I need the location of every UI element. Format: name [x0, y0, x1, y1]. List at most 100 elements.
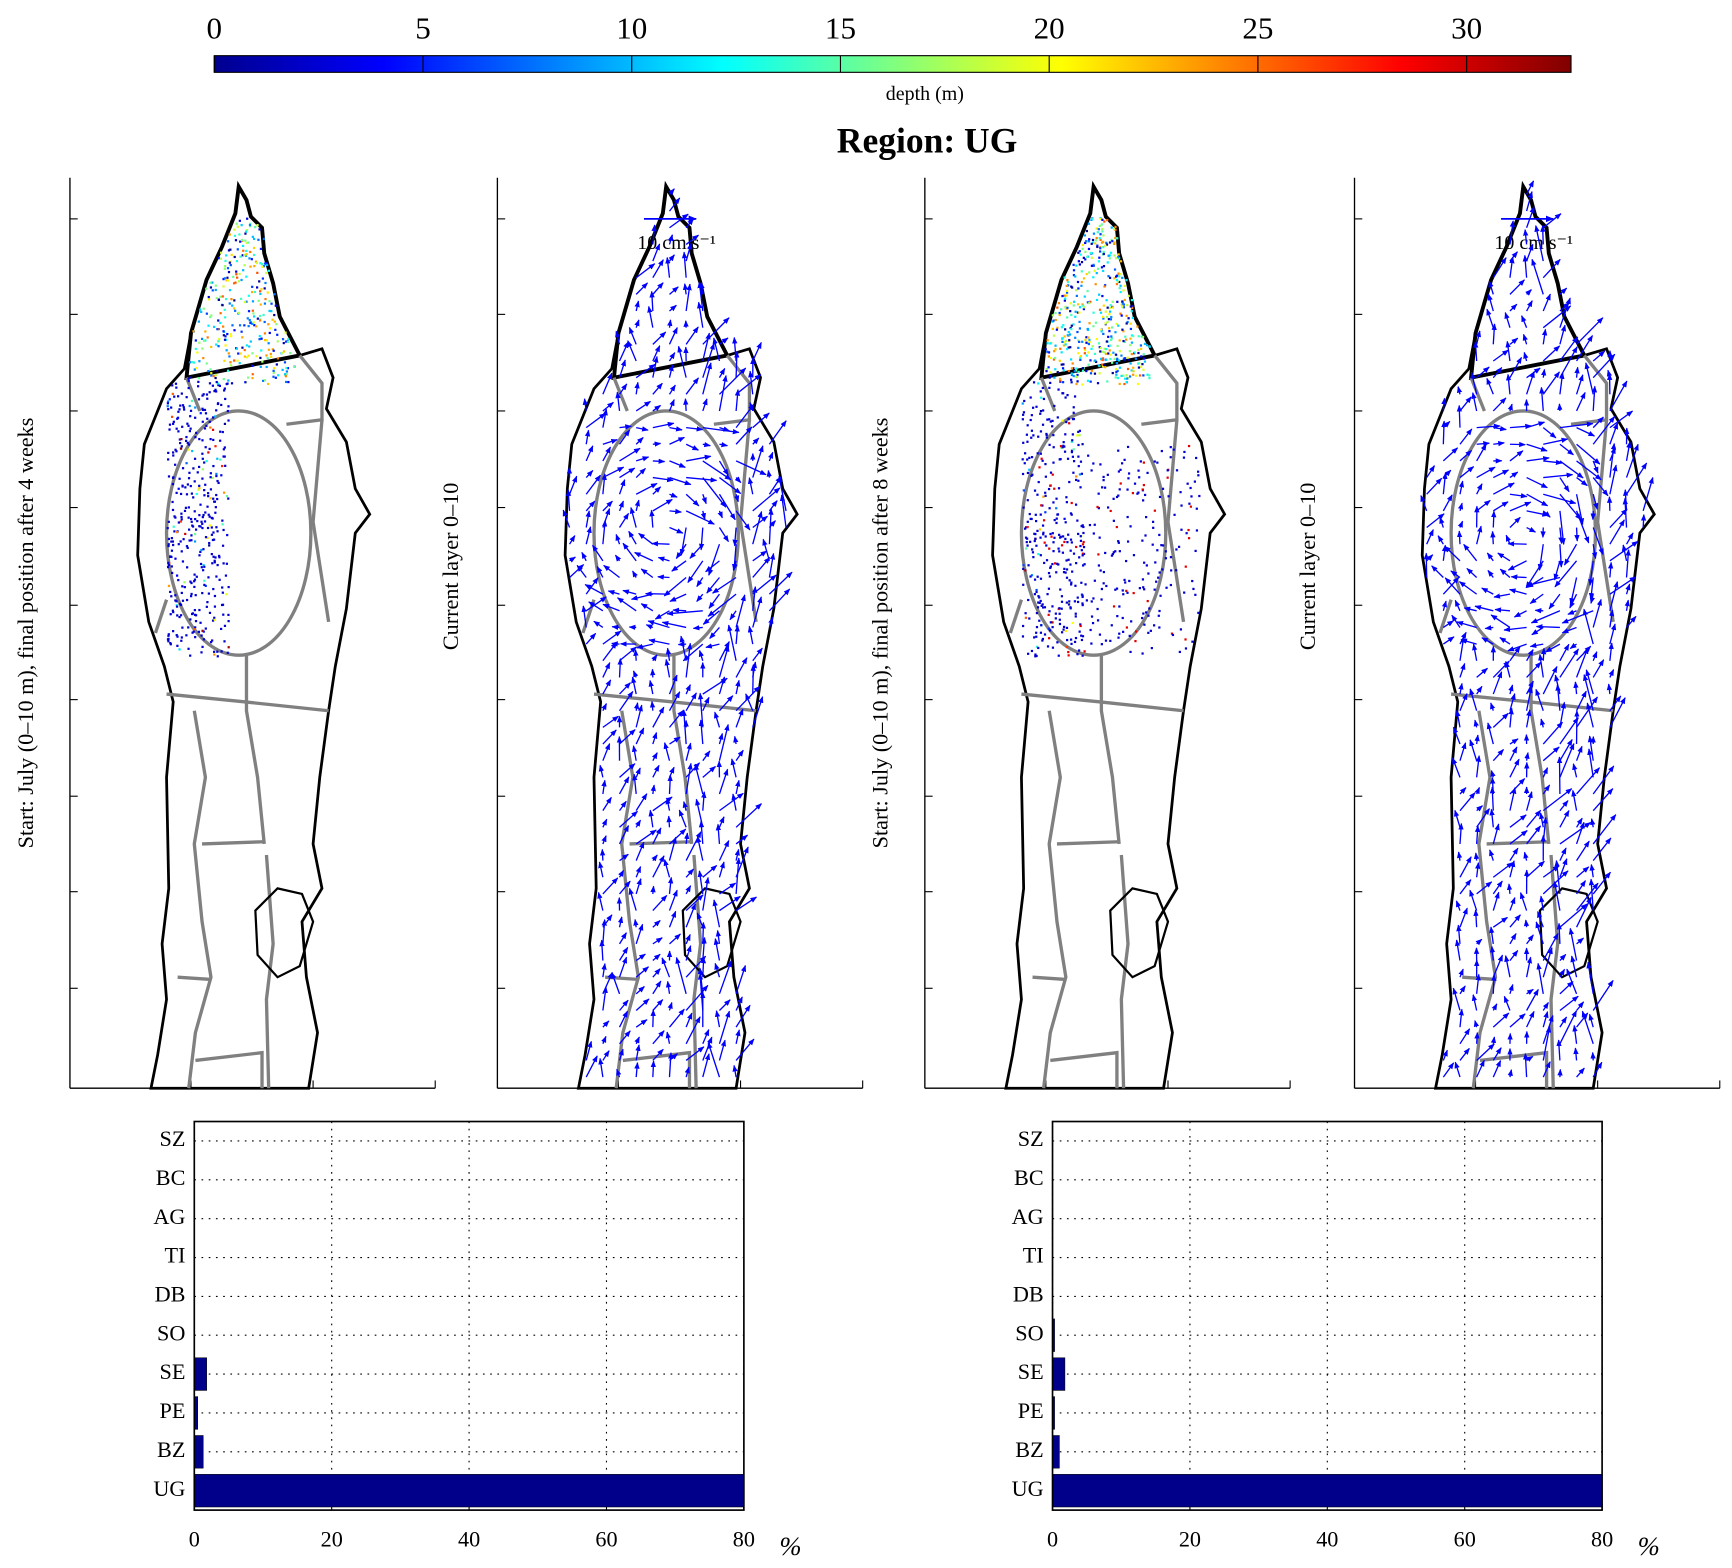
particle: [1121, 616, 1124, 620]
particle: [1064, 629, 1067, 633]
particle: [213, 605, 217, 608]
current-arrow: [619, 447, 641, 462]
particle: [241, 244, 245, 248]
particle: [267, 269, 270, 272]
current-arrow: [1491, 510, 1497, 528]
particle: [1142, 499, 1145, 502]
particle: [201, 477, 204, 480]
particle: [1047, 487, 1051, 491]
particle: [225, 495, 229, 498]
current-arrow: [686, 476, 718, 483]
current-arrow: [735, 857, 742, 894]
particle: [1060, 544, 1064, 547]
particle: [222, 325, 225, 328]
current-arrow: [581, 605, 587, 628]
particle: [1110, 226, 1113, 229]
particle: [1056, 562, 1059, 565]
particle: [245, 344, 248, 347]
particle: [194, 528, 198, 531]
particle: [1063, 445, 1066, 448]
current-arrow: [631, 676, 637, 695]
current-arrow: [1510, 574, 1527, 580]
particle: [175, 574, 179, 577]
particle: [1074, 310, 1077, 313]
particle: [206, 492, 210, 495]
particle: [255, 325, 258, 328]
particle: [1094, 283, 1097, 286]
current-arrow: [708, 543, 721, 576]
particle: [203, 408, 207, 412]
current-arrow: [1466, 567, 1478, 578]
current-arrow: [1575, 821, 1585, 845]
current-arrow: [732, 336, 738, 362]
particle: [171, 500, 174, 504]
particle: [1106, 473, 1109, 476]
current-arrow: [1540, 368, 1547, 378]
particle: [1051, 626, 1054, 629]
particle: [227, 497, 230, 500]
current-arrow: [1473, 719, 1479, 728]
particle: [218, 578, 221, 581]
particle: [1146, 373, 1149, 376]
current-arrow: [1509, 471, 1519, 479]
particle: [1107, 254, 1110, 257]
particle: [217, 298, 221, 301]
particle: [252, 312, 255, 315]
current-arrow: [1542, 746, 1560, 762]
particle: [265, 354, 268, 357]
particle: [204, 627, 207, 630]
current-arrow: [601, 473, 607, 495]
particle: [1087, 363, 1090, 366]
particle: [1098, 293, 1101, 296]
particle: [1108, 306, 1112, 310]
current-arrow: [652, 282, 664, 295]
particle: [1065, 559, 1068, 562]
current-arrow: [1526, 421, 1546, 429]
particle: [1072, 552, 1076, 555]
current-arrow: [702, 362, 712, 395]
particle: [1090, 347, 1093, 351]
current-arrow: [1559, 981, 1574, 995]
current-arrow: [1542, 1010, 1549, 1028]
particle: [248, 318, 251, 322]
particle: [1081, 552, 1084, 555]
particle: [194, 436, 197, 439]
particle: [1045, 370, 1048, 373]
particle: [178, 615, 181, 619]
current-arrow: [1542, 258, 1561, 279]
particle: [181, 626, 184, 629]
particle: [1126, 320, 1129, 324]
particle: [235, 273, 238, 276]
current-arrow: [652, 421, 675, 429]
current-arrow: [1459, 636, 1466, 661]
colorbar-tick-label: 5: [415, 10, 431, 45]
particle: [1187, 528, 1190, 532]
particle: [1130, 620, 1133, 623]
current-arrow: [685, 493, 700, 507]
current-arrow: [1492, 501, 1509, 512]
particle: [213, 618, 217, 622]
particle: [1030, 517, 1033, 521]
particle: [1119, 272, 1122, 276]
current-arrow: [1474, 1031, 1480, 1044]
particle: [1068, 339, 1071, 342]
current-arrow: [602, 500, 613, 512]
current-arrow: [1426, 554, 1434, 562]
current-arrow: [630, 593, 653, 601]
particle: [1127, 472, 1131, 475]
current-arrow: [1589, 863, 1595, 878]
current-arrow: [719, 426, 730, 432]
particle: [1049, 621, 1052, 624]
particle: [208, 524, 212, 527]
particle: [227, 352, 230, 355]
current-arrow: [651, 224, 657, 245]
current-arrow: [750, 664, 756, 695]
current-arrow: [1492, 397, 1507, 412]
current-arrow: [648, 809, 654, 828]
particle: [1067, 603, 1071, 606]
particle: [1046, 350, 1049, 353]
particle: [243, 253, 246, 257]
current-arrow: [1576, 1001, 1585, 1011]
particle: [1080, 634, 1083, 637]
